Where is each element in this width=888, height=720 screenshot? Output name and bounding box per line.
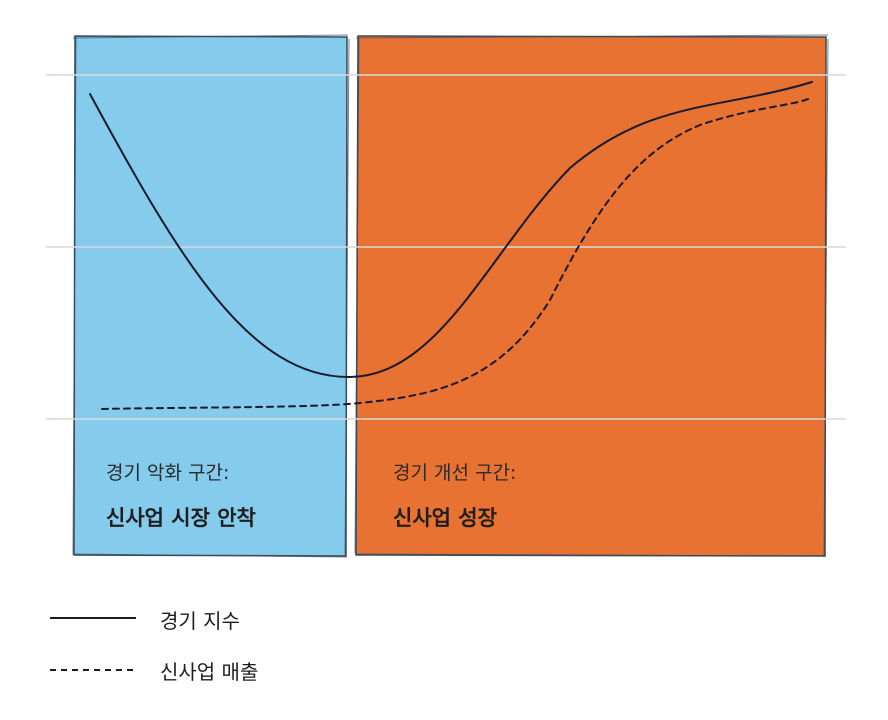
panel-left-sketch-border [71,34,350,558]
left-phase-sub-label: 경기 악화 구간: [106,462,230,484]
economy-index-curve [89,81,813,379]
legend-label-economy-index: 경기 지수 [160,609,240,633]
phase-panel-right [354,34,829,558]
panel-right-sketch-border [354,34,829,558]
new-business-sales-curve [101,98,809,410]
legend-label-new-business-sales: 신사업 매출 [160,660,259,684]
right-phase-sub-label: 경기 개선 구간: [393,462,517,484]
phase-panel-left [71,34,350,558]
right-phase-main-label: 신사업 성장 [393,506,497,530]
left-phase-main-label: 신사업 시장 안착 [106,506,256,530]
